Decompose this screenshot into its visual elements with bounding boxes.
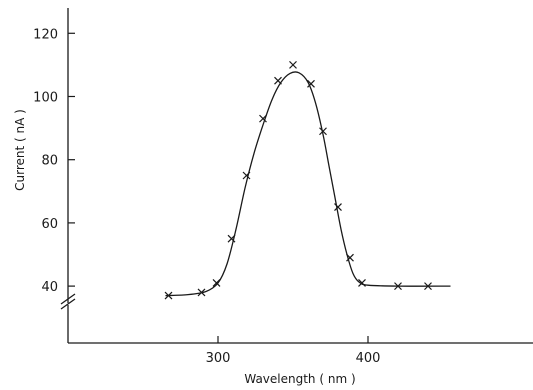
data-point-2 (197, 288, 206, 297)
data-point-6 (259, 114, 267, 123)
data-point-3 (212, 279, 221, 287)
y-axis-break-mark-top (60, 293, 76, 305)
data-point-1 (164, 291, 173, 300)
fitted-curve-line (165, 71, 451, 297)
data-point-7 (274, 76, 282, 85)
data-point-8 (289, 60, 297, 69)
data-point-4 (227, 234, 236, 243)
y-axis-break-mark-bottom (60, 298, 76, 310)
data-point-5 (242, 171, 251, 180)
y-ticks: 40 60 80 100 120 (33, 27, 75, 295)
data-point-10 (319, 127, 327, 136)
data-point-9 (307, 79, 315, 88)
y-tick-label-40: 40 (41, 280, 58, 295)
axes (60, 8, 533, 344)
data-point-14 (394, 282, 402, 291)
x-axis-title: Wavelength ( nm ) (244, 372, 355, 386)
y-tick-label-60: 60 (41, 217, 58, 232)
x-tick-label-300: 300 (206, 351, 231, 366)
data-point-markers (164, 60, 432, 300)
y-tick-label-120: 120 (33, 27, 58, 42)
y-tick-label-80: 80 (41, 154, 58, 169)
data-point-13 (358, 279, 366, 287)
y-axis-title: Current ( nA ) (13, 109, 27, 191)
data-point-11 (334, 203, 342, 212)
x-tick-label-400: 400 (356, 351, 381, 366)
data-point-15 (424, 282, 432, 291)
x-ticks: 300 400 (206, 336, 381, 366)
y-tick-label-100: 100 (33, 90, 58, 105)
data-point-12 (346, 253, 354, 262)
